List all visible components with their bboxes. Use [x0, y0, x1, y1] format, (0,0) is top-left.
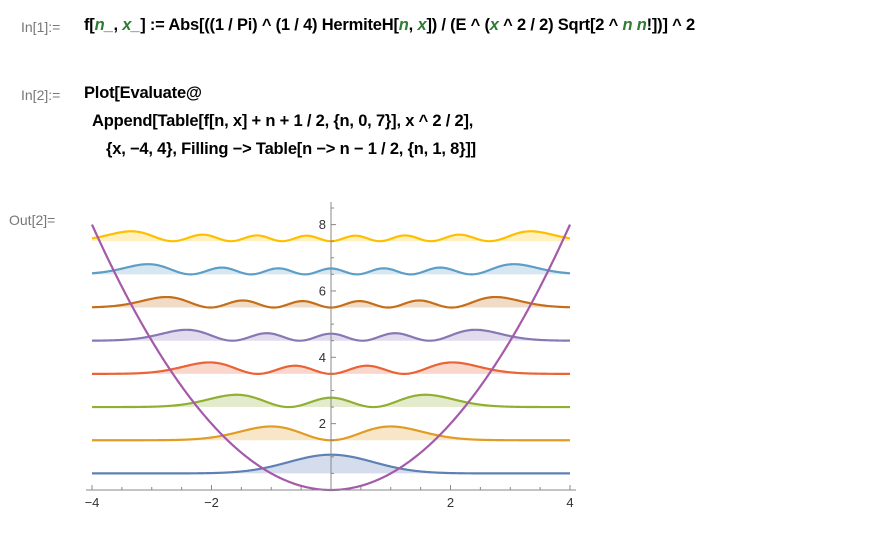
code-token: ]) / (E ^ (: [426, 16, 490, 34]
code-token: f[: [84, 16, 95, 34]
pattern-symbol: x_: [122, 16, 141, 34]
input-cell-2[interactable]: In[2]:= Plot[Evaluate@ Append[Table[f[n,…: [0, 82, 888, 172]
code-token: ] := Abs[((1 / Pi) ^ (1 / 4) HermiteH[: [140, 16, 399, 34]
x-tick-label: 4: [566, 495, 573, 510]
x-tick-label: 2: [447, 495, 454, 510]
y-tick-label: 4: [319, 350, 326, 365]
pattern-symbol: n_: [94, 16, 114, 34]
axes: −4 −2 2 4 2 4 6 8: [85, 202, 576, 510]
cell-label: In[2]:=: [21, 87, 61, 103]
filling-n3: [92, 362, 570, 374]
code-token: !])] ^ 2: [646, 16, 696, 34]
code-line[interactable]: Plot[Evaluate@: [84, 84, 202, 103]
code-token: {x, −4, 4}, Filling −> Table[n −> n − 1 …: [106, 140, 476, 158]
output-plot[interactable]: −4 −2 2 4 2 4 6 8: [70, 198, 590, 528]
pattern-symbol: n n: [622, 16, 647, 34]
code-line[interactable]: f[n_, x_] := Abs[((1 / Pi) ^ (1 / 4) Her…: [84, 16, 695, 35]
code-token: Plot[Evaluate@: [84, 84, 202, 102]
filling-n7: [92, 231, 570, 242]
pattern-symbol: x: [489, 16, 499, 34]
y-tick-label: 8: [319, 217, 326, 232]
y-tick-label: 6: [319, 283, 326, 298]
code-token: ,: [408, 16, 418, 34]
input-cell-1[interactable]: In[1]:= f[n_, x_] := Abs[((1 / Pi) ^ (1 …: [0, 14, 888, 44]
output-label: Out[2]=: [9, 212, 56, 228]
code-token: Append[Table[f[n, x] + n + 1 / 2, {n, 0,…: [92, 112, 474, 130]
code-line[interactable]: Append[Table[f[n, x] + n + 1 / 2, {n, 0,…: [92, 112, 473, 131]
pattern-symbol: x: [417, 16, 427, 34]
x-tick-label: −2: [204, 495, 219, 510]
code-line[interactable]: {x, −4, 4}, Filling −> Table[n −> n − 1 …: [106, 140, 476, 159]
code-token: ,: [113, 16, 123, 34]
code-token: ^ 2 / 2) Sqrt[2 ^: [498, 16, 623, 34]
pattern-symbol: n: [398, 16, 409, 34]
cell-label: In[1]:=: [21, 19, 61, 35]
y-tick-label: 2: [319, 416, 326, 431]
x-tick-label: −4: [85, 495, 100, 510]
